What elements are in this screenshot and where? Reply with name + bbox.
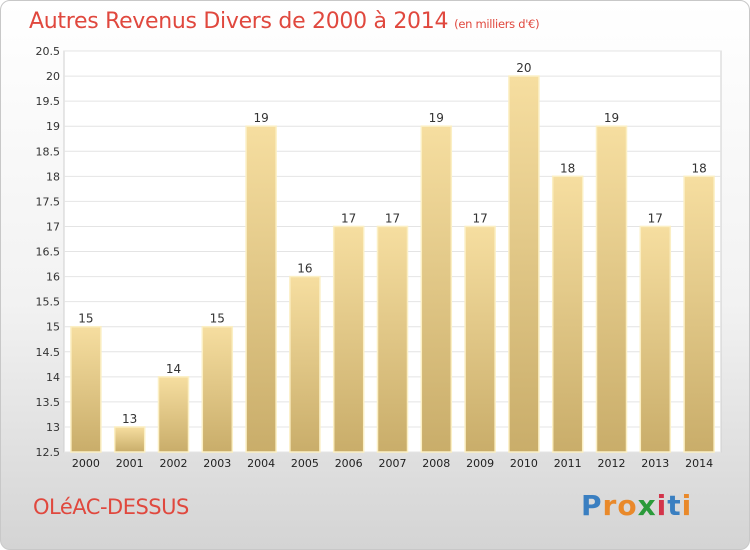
bar-2001 <box>113 426 146 453</box>
data-label-2003: 15 <box>210 312 225 326</box>
bar-2005 <box>289 275 321 453</box>
y-tick-label: 16.5 <box>36 246 61 259</box>
y-axis-ticks: 12.5 13 13.5 14 14.5 15 15.5 16 16.5 17 17.5 18 18.5… <box>36 45 61 459</box>
bar-2009 <box>464 225 496 453</box>
x-tick-label-2012: 2012 <box>598 457 626 470</box>
x-tick-label-2011: 2011 <box>554 457 582 470</box>
x-tick-label-2009: 2009 <box>466 457 494 470</box>
bar-2000 <box>70 325 102 453</box>
data-label-2012: 19 <box>604 111 619 125</box>
data-label-2006: 17 <box>341 211 356 225</box>
y-tick-label: 15 <box>46 321 60 334</box>
chart-title-text: Autres Revenus Divers de 2000 à 2014 <box>29 9 449 34</box>
logo-letter: o <box>617 489 638 522</box>
y-tick-label: 19 <box>46 120 60 133</box>
x-axis-ticks: 2000 2001 2002 2003 2004 2005 2006 2007 2008 2009… <box>72 457 713 470</box>
chart-subtitle: (en milliers d'€) <box>454 17 540 31</box>
x-tick-label-2010: 2010 <box>510 457 538 470</box>
x-tick-label-2004: 2004 <box>247 457 275 470</box>
y-tick-label: 18 <box>46 170 60 183</box>
x-tick-label-2000: 2000 <box>72 457 100 470</box>
bar-2006 <box>332 225 365 453</box>
bar-2011 <box>551 175 584 453</box>
data-label-2008: 19 <box>429 111 444 125</box>
y-tick-label: 13 <box>46 421 60 434</box>
data-label-2011: 18 <box>560 161 575 175</box>
chart-title: Autres Revenus Divers de 2000 à 2014 (en … <box>29 9 540 34</box>
logo-letter: t <box>667 489 682 522</box>
y-tick-label: 14 <box>46 371 60 384</box>
y-tick-label: 20 <box>46 70 60 83</box>
y-tick-label: 18.5 <box>36 145 61 158</box>
y-tick-label: 17 <box>46 220 60 233</box>
bar-2007 <box>376 225 409 453</box>
y-tick-label: 20.5 <box>36 45 61 58</box>
data-label-2014: 18 <box>691 161 706 175</box>
y-tick-label: 14.5 <box>36 346 61 359</box>
logo-letter: i <box>681 489 693 522</box>
data-label-2009: 17 <box>472 211 487 225</box>
x-tick-label-2008: 2008 <box>422 457 450 470</box>
y-tick-label: 12.5 <box>36 446 61 459</box>
bar-2004 <box>245 125 277 453</box>
bar-2008 <box>420 125 453 453</box>
bar-2002 <box>157 376 190 453</box>
y-tick-label: 15.5 <box>36 296 61 309</box>
bar-2003 <box>201 325 234 453</box>
x-tick-label-2014: 2014 <box>685 457 713 470</box>
data-label-2001: 13 <box>122 412 137 426</box>
x-tick-label-2003: 2003 <box>203 457 231 470</box>
data-label-2007: 17 <box>385 211 400 225</box>
x-tick-label-2006: 2006 <box>335 457 363 470</box>
logo-letter: P <box>581 489 603 522</box>
bar-2010 <box>508 75 540 453</box>
data-label-2013: 17 <box>648 211 663 225</box>
y-tick-label: 19.5 <box>36 95 61 108</box>
commune-name: OLéAC-DESSUS <box>33 495 189 519</box>
y-tick-label: 17.5 <box>36 195 61 208</box>
x-tick-label-2007: 2007 <box>379 457 407 470</box>
logo-letter: r <box>602 489 618 522</box>
x-tick-label-2001: 2001 <box>116 457 144 470</box>
x-tick-label-2002: 2002 <box>160 457 188 470</box>
bar-2013 <box>639 225 672 453</box>
proxiti-logo[interactable]: Proxiti <box>581 489 692 522</box>
bars: 15 13 14 15 19 16 17 17 19 17 20 18 19 17 18 <box>70 61 715 453</box>
data-label-2002: 14 <box>166 362 181 376</box>
x-tick-label-2005: 2005 <box>291 457 319 470</box>
data-label-2005: 16 <box>297 262 312 276</box>
data-label-2000: 15 <box>78 312 93 326</box>
y-tick-label: 13.5 <box>36 396 61 409</box>
bar-2012 <box>595 125 628 453</box>
data-label-2010: 20 <box>516 61 531 75</box>
logo-letter: i <box>656 489 668 522</box>
bar-2014 <box>683 175 715 453</box>
y-tick-label: 16 <box>46 271 60 284</box>
logo-letter: x <box>637 489 657 522</box>
data-label-2004: 19 <box>253 111 268 125</box>
x-tick-label-2013: 2013 <box>641 457 669 470</box>
